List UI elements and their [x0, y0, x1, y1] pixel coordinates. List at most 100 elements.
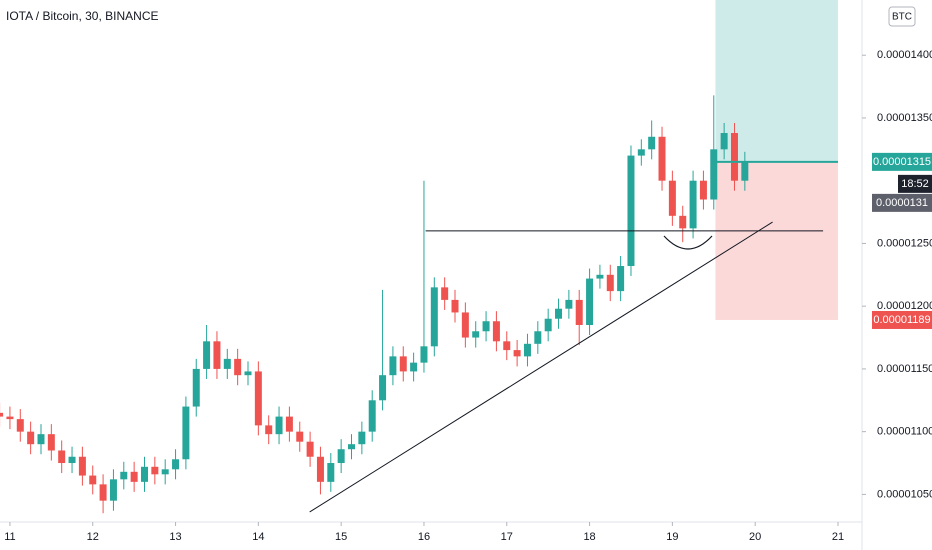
candle-body [99, 484, 107, 501]
candle-body [658, 136, 666, 181]
candle-body [503, 341, 511, 351]
candle-body [192, 368, 200, 407]
candle-body [586, 278, 594, 325]
y-tick-label: 0.00001250 [877, 237, 932, 249]
candle-body [430, 287, 438, 347]
candle-body [648, 136, 656, 150]
candle-body [699, 180, 707, 200]
x-tick-label: 16 [418, 531, 430, 543]
candle-body [16, 419, 24, 432]
candle-body [265, 425, 273, 435]
y-tick-label: 0.00001350 [877, 112, 932, 124]
candle-body [296, 431, 304, 442]
prev-price-tag: 0.0000131 [876, 197, 928, 209]
countdown-box [898, 174, 932, 193]
candle-body [327, 463, 335, 482]
candle-body [389, 356, 397, 376]
candle-body [368, 400, 376, 432]
candle-body [730, 133, 738, 181]
x-tick-label: 12 [87, 531, 99, 543]
candle-body [58, 450, 66, 464]
candle-body [668, 180, 676, 216]
candle-body [617, 266, 625, 292]
candle-body [27, 431, 35, 445]
candle-body [720, 133, 728, 150]
candle-body [182, 406, 190, 460]
candle-body [337, 449, 345, 464]
y-tick-label: 0.00001100 [877, 426, 932, 438]
candle-body [410, 362, 418, 372]
x-tick-label: 18 [583, 531, 595, 543]
candle-body [472, 331, 480, 338]
candle-body [399, 356, 407, 372]
last-price-tag-box [872, 152, 932, 171]
candle-body [451, 299, 459, 313]
candle-body [627, 155, 635, 267]
candle-body [244, 371, 252, 376]
candle-body [679, 215, 687, 229]
candle-body [482, 321, 490, 332]
x-tick-label: 21 [832, 531, 844, 543]
candle-body [37, 434, 45, 445]
candle-body [565, 299, 573, 309]
candle-body [130, 471, 138, 482]
currency-button-label[interactable]: BTC [892, 12, 912, 23]
candle-body [203, 341, 211, 369]
currency-button[interactable] [888, 6, 916, 27]
candle-body [513, 350, 521, 357]
candle-body [275, 416, 283, 435]
candle-body [68, 456, 76, 464]
trend-line [309, 221, 773, 513]
candle-body [348, 444, 356, 450]
countdown: 18:52 [901, 178, 929, 190]
candle-body [172, 459, 180, 470]
stop-price-tag: 0.00001189 [873, 314, 930, 326]
candle-body [316, 456, 324, 482]
candle-body [461, 312, 469, 338]
candle-body [492, 321, 500, 342]
candle-body [306, 441, 314, 457]
x-tick-label: 15 [335, 531, 347, 543]
x-tick-label: 11 [4, 531, 15, 543]
prev-price-tag-box [872, 193, 932, 212]
candle-body [120, 471, 128, 480]
candle-body [606, 274, 614, 292]
candle-body [285, 416, 293, 432]
arc-drawing [663, 235, 713, 250]
candle-body [0, 412, 4, 417]
candle-body [78, 456, 86, 476]
candle-body [441, 287, 449, 300]
x-tick-label: 17 [501, 531, 513, 543]
candle-body [254, 371, 262, 426]
y-tick-label: 0.00001400 [877, 49, 932, 61]
candle-body [223, 358, 231, 369]
candle-body [161, 469, 169, 475]
x-tick-label: 13 [169, 531, 181, 543]
candle-body [689, 180, 697, 229]
y-tick-label: 0.00001050 [877, 488, 932, 500]
candle-body [523, 343, 531, 357]
y-tick-label: 0.00001200 [877, 300, 932, 312]
position-stop-zone [715, 161, 838, 320]
candle-body [213, 341, 221, 369]
candle-body [379, 375, 387, 401]
stop-price-tag-box [872, 310, 932, 329]
candle-body [6, 416, 14, 420]
candle-body [596, 274, 604, 279]
candle-body [234, 358, 242, 376]
y-tick-label: 0.00001150 [877, 363, 932, 375]
candle-body [109, 479, 117, 501]
candle-body [741, 161, 749, 181]
candle-body [555, 308, 563, 319]
x-tick-label: 14 [252, 531, 264, 543]
plot-area [0, 95, 838, 514]
candle-body [420, 346, 428, 363]
candle-body [637, 149, 645, 156]
candle-body [89, 475, 97, 485]
candle-body [710, 149, 718, 200]
x-tick-label: 20 [749, 531, 761, 543]
candle-body [358, 431, 366, 445]
candle-body [151, 466, 159, 475]
last-price-tag: 0.00001315 [873, 156, 931, 168]
